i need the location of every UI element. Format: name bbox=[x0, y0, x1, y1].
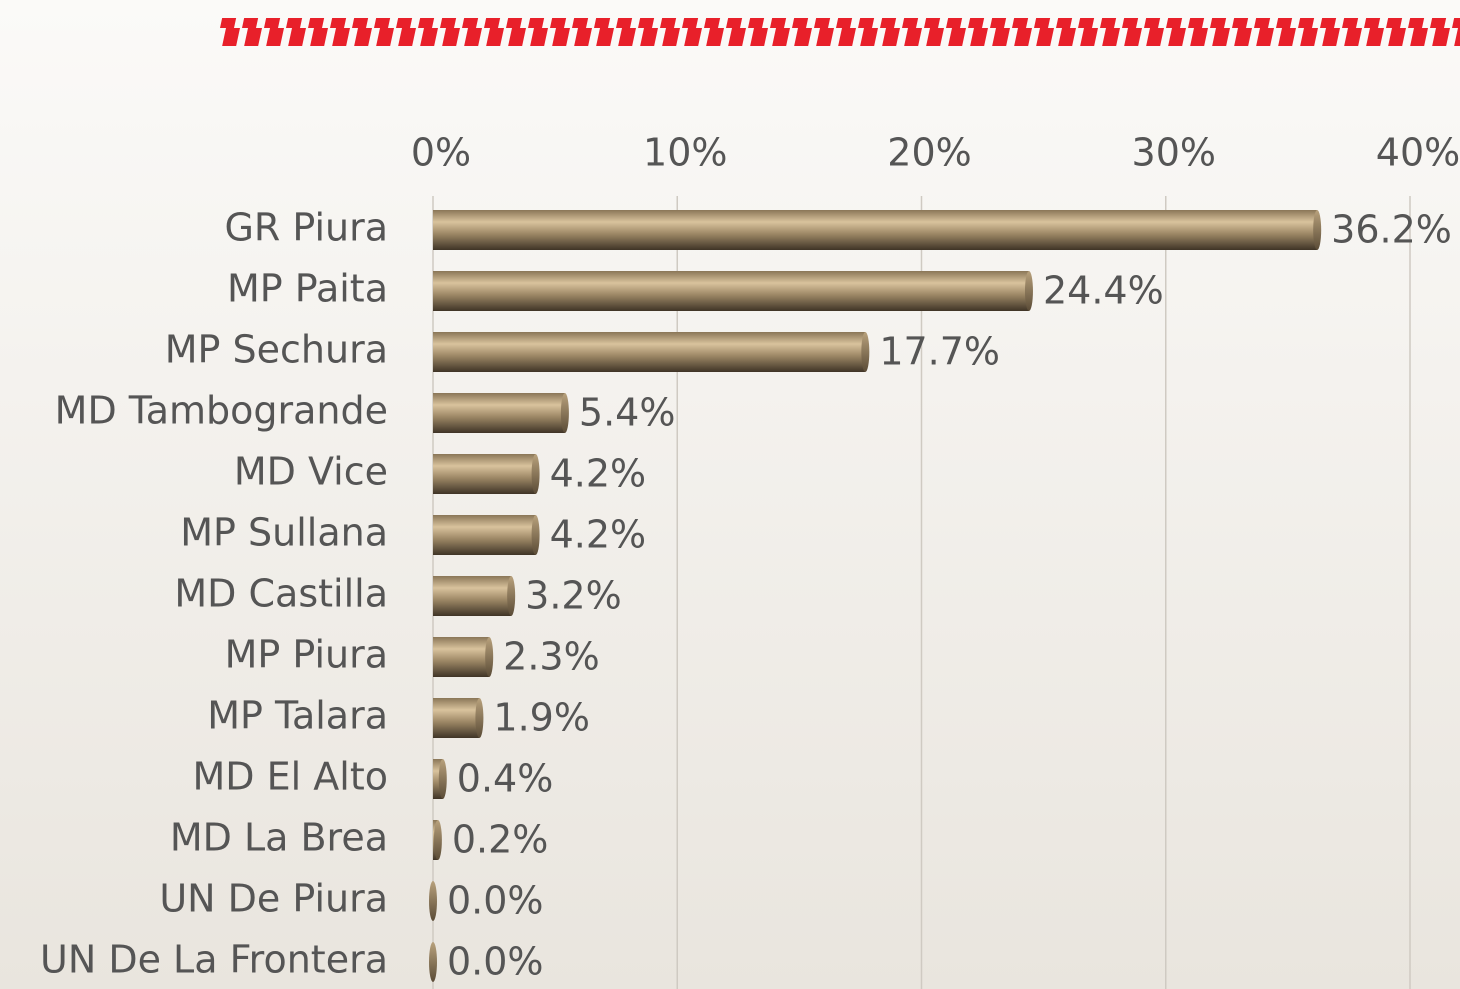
bar-cap bbox=[438, 759, 447, 799]
y-tick-label: MD Vice bbox=[234, 450, 388, 494]
y-tick-label: UN De Piura bbox=[159, 877, 388, 921]
x-tick-label: 20% bbox=[887, 131, 971, 175]
y-tick-label: UN De La Frontera bbox=[40, 938, 388, 982]
bar-cap bbox=[429, 881, 437, 921]
bar-cap bbox=[560, 393, 569, 433]
value-label: 5.4% bbox=[579, 391, 676, 435]
value-label: 0.4% bbox=[457, 757, 554, 801]
bar bbox=[433, 637, 490, 677]
x-tick-label: 40% bbox=[1376, 131, 1460, 175]
bar bbox=[433, 393, 565, 433]
bar-cap bbox=[531, 454, 540, 494]
bar-cap bbox=[507, 576, 516, 616]
x-tick-label: 30% bbox=[1132, 131, 1216, 175]
bar bbox=[433, 454, 536, 494]
y-tick-label: MD Castilla bbox=[174, 572, 388, 616]
bar-cap bbox=[1313, 210, 1322, 250]
bar-cap bbox=[531, 515, 540, 555]
bar bbox=[433, 576, 512, 616]
value-label: 4.2% bbox=[550, 452, 647, 496]
bar-cap bbox=[433, 820, 442, 860]
bar bbox=[433, 515, 536, 555]
bar-cap bbox=[475, 698, 484, 738]
bar-cap bbox=[1024, 271, 1033, 311]
y-tick-label: MP Sullana bbox=[180, 511, 388, 555]
y-tick-label: MD La Brea bbox=[170, 816, 388, 860]
y-tick-label: GR Piura bbox=[224, 206, 388, 250]
bar bbox=[433, 210, 1318, 250]
red-stripe bbox=[220, 18, 1460, 46]
value-label: 3.2% bbox=[525, 574, 622, 618]
value-label: 24.4% bbox=[1043, 269, 1164, 313]
y-tick-label: MP Sechura bbox=[165, 328, 388, 372]
value-label: 4.2% bbox=[550, 513, 647, 557]
value-label: 1.9% bbox=[493, 696, 590, 740]
value-label: 0.0% bbox=[447, 879, 544, 923]
bar bbox=[433, 332, 866, 372]
value-label: 2.3% bbox=[503, 635, 600, 679]
x-tick-label: 0% bbox=[411, 131, 471, 175]
value-label: 0.0% bbox=[447, 940, 544, 984]
bar-cap bbox=[485, 637, 494, 677]
bar-cap bbox=[429, 942, 437, 982]
bar bbox=[433, 759, 443, 799]
bar bbox=[433, 698, 480, 738]
y-tick-label: MD Tambogrande bbox=[55, 389, 388, 433]
y-tick-label: MP Paita bbox=[227, 267, 388, 311]
x-tick-label: 10% bbox=[643, 131, 727, 175]
y-tick-label: MD El Alto bbox=[193, 755, 388, 799]
y-tick-label: MP Talara bbox=[207, 694, 388, 738]
bar-cap bbox=[861, 332, 870, 372]
value-label: 0.2% bbox=[452, 818, 549, 862]
y-tick-label: MP Piura bbox=[225, 633, 388, 677]
bar bbox=[433, 271, 1029, 311]
value-label: 17.7% bbox=[879, 330, 1000, 374]
value-label: 36.2% bbox=[1331, 208, 1452, 252]
